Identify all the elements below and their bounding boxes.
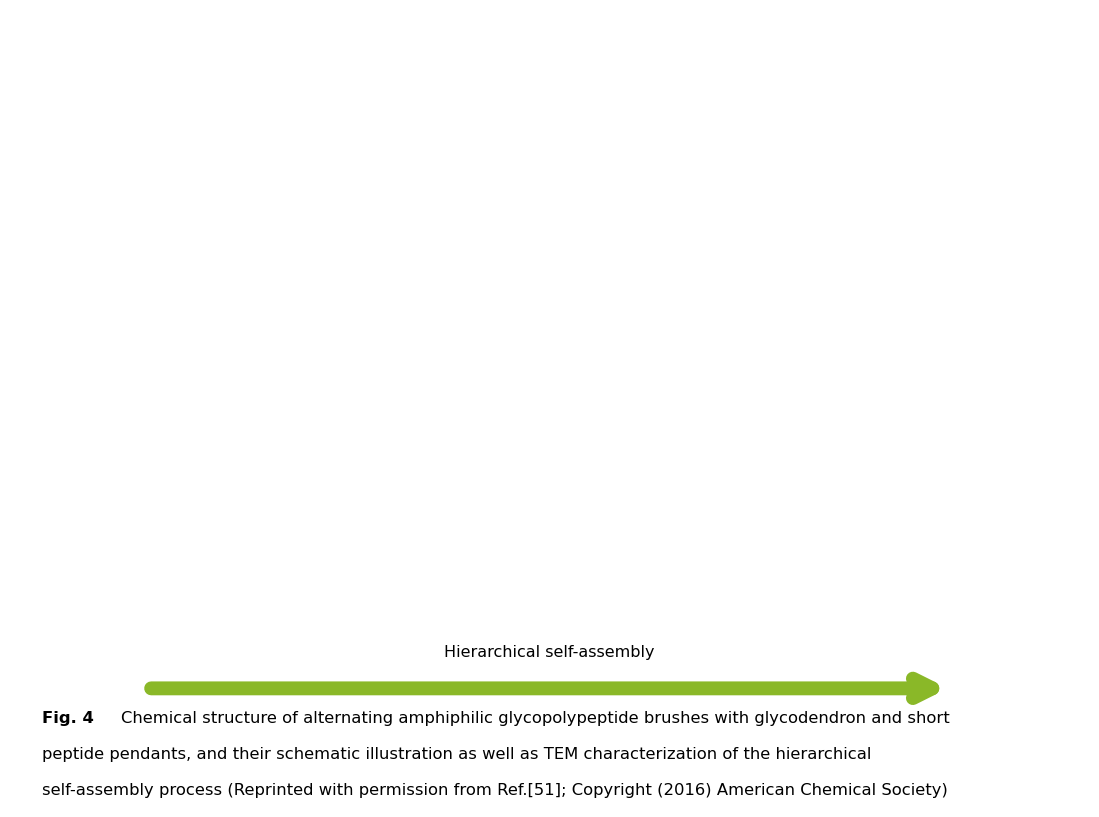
Text: self-assembly process (Reprinted with permission from Ref.[51]; Copyright (2016): self-assembly process (Reprinted with pe… bbox=[42, 783, 947, 797]
Text: peptide pendants, and their schematic illustration as well as TEM characterizati: peptide pendants, and their schematic il… bbox=[42, 747, 872, 761]
Text: Hierarchical self-assembly: Hierarchical self-assembly bbox=[444, 645, 655, 660]
Text: Chemical structure of alternating amphiphilic glycopolypeptide brushes with glyc: Chemical structure of alternating amphip… bbox=[121, 712, 950, 726]
Text: Fig. 4: Fig. 4 bbox=[42, 712, 93, 726]
